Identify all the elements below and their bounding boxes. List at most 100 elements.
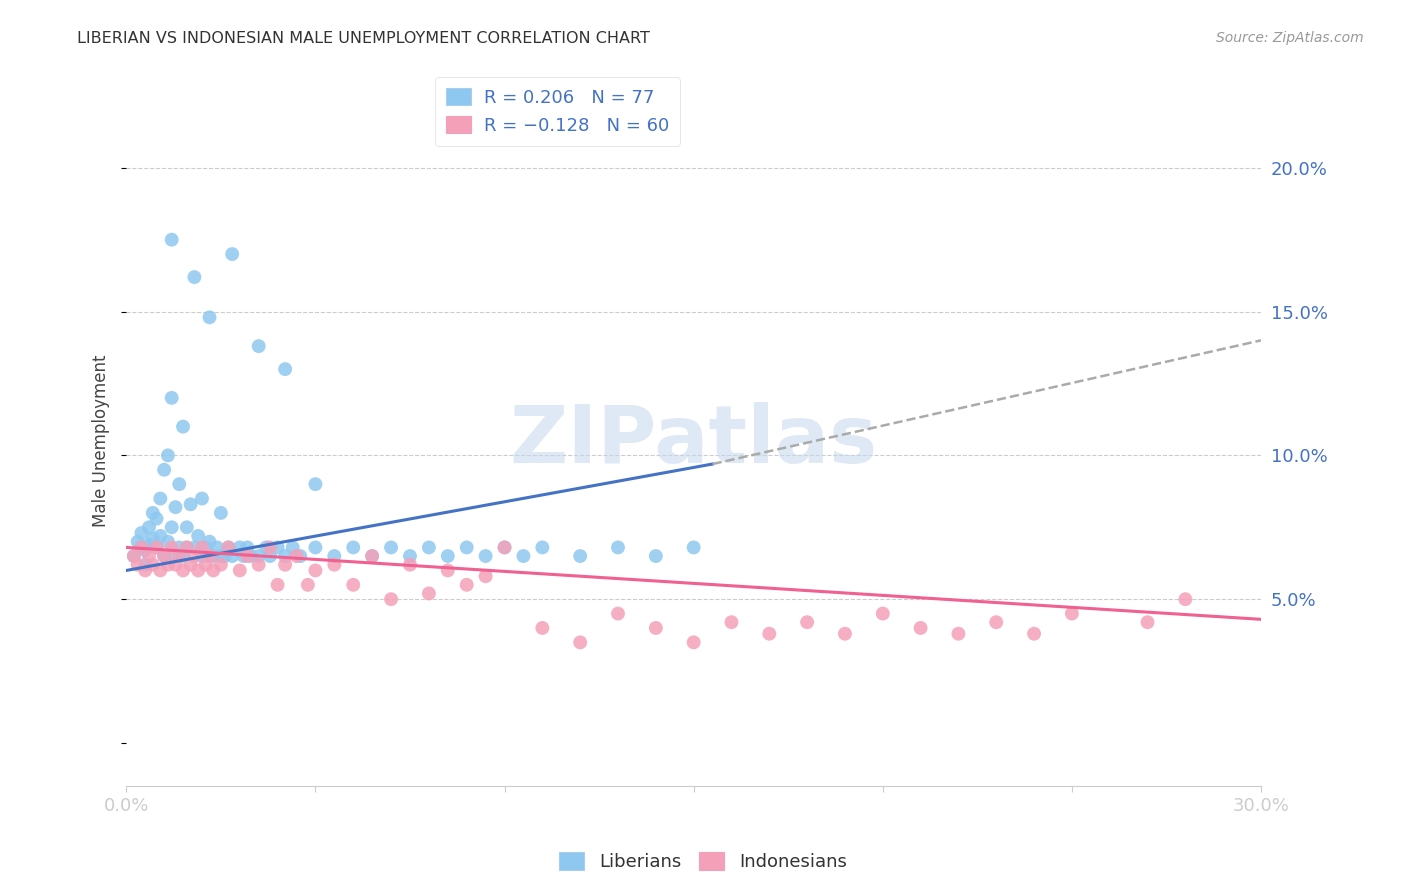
Point — [202, 549, 225, 563]
Point — [361, 549, 384, 563]
Point — [153, 549, 176, 563]
Point — [247, 549, 270, 563]
Point — [194, 541, 217, 555]
Point — [254, 541, 277, 555]
Point — [758, 626, 780, 640]
Point — [202, 564, 225, 578]
Point — [221, 247, 243, 261]
Point — [187, 564, 209, 578]
Text: LIBERIAN VS INDONESIAN MALE UNEMPLOYMENT CORRELATION CHART: LIBERIAN VS INDONESIAN MALE UNEMPLOYMENT… — [77, 31, 650, 46]
Point — [167, 477, 190, 491]
Point — [191, 549, 214, 563]
Point — [297, 578, 319, 592]
Point — [720, 615, 742, 630]
Point — [149, 529, 172, 543]
Point — [259, 549, 281, 563]
Point — [1136, 615, 1159, 630]
Point — [156, 558, 179, 572]
Point — [323, 549, 346, 563]
Point — [172, 419, 194, 434]
Point — [156, 534, 179, 549]
Point — [160, 391, 183, 405]
Point — [198, 534, 221, 549]
Point — [149, 564, 172, 578]
Point — [160, 233, 183, 247]
Point — [240, 549, 263, 563]
Point — [138, 549, 160, 563]
Point — [456, 578, 478, 592]
Point — [165, 500, 187, 515]
Point — [142, 558, 165, 572]
Point — [167, 541, 190, 555]
Point — [122, 549, 145, 563]
Point — [191, 541, 214, 555]
Point — [187, 529, 209, 543]
Point — [209, 506, 232, 520]
Point — [323, 558, 346, 572]
Point — [474, 549, 496, 563]
Point — [418, 586, 440, 600]
Point — [138, 537, 160, 551]
Point — [180, 497, 202, 511]
Point — [191, 491, 214, 506]
Point — [183, 541, 205, 555]
Point — [644, 549, 666, 563]
Point — [209, 549, 232, 563]
Point — [274, 362, 297, 376]
Point — [134, 564, 156, 578]
Point — [205, 541, 228, 555]
Point — [1022, 626, 1045, 640]
Point — [266, 541, 288, 555]
Point — [156, 449, 179, 463]
Point — [380, 541, 402, 555]
Point — [145, 541, 167, 555]
Point — [229, 541, 252, 555]
Point — [266, 578, 288, 592]
Point — [236, 541, 259, 555]
Point — [531, 621, 554, 635]
Point — [418, 541, 440, 555]
Point — [456, 541, 478, 555]
Point — [160, 541, 183, 555]
Point — [229, 564, 252, 578]
Point — [247, 558, 270, 572]
Point — [134, 543, 156, 558]
Point — [1174, 592, 1197, 607]
Point — [209, 558, 232, 572]
Point — [474, 569, 496, 583]
Point — [198, 310, 221, 325]
Point — [274, 558, 297, 572]
Point — [342, 578, 364, 592]
Point — [127, 558, 149, 572]
Point — [127, 534, 149, 549]
Point — [183, 270, 205, 285]
Point — [214, 549, 236, 563]
Point — [380, 592, 402, 607]
Point — [436, 564, 458, 578]
Point — [176, 541, 198, 555]
Point — [160, 520, 183, 534]
Point — [304, 564, 326, 578]
Point — [236, 549, 259, 563]
Point — [531, 541, 554, 555]
Point — [198, 549, 221, 563]
Point — [172, 549, 194, 563]
Point — [872, 607, 894, 621]
Point — [122, 549, 145, 563]
Point — [167, 549, 190, 563]
Point — [259, 541, 281, 555]
Legend: Liberians, Indonesians: Liberians, Indonesians — [553, 846, 853, 879]
Legend: R = 0.206   N = 77, R = −0.128   N = 60: R = 0.206 N = 77, R = −0.128 N = 60 — [434, 78, 681, 145]
Point — [512, 549, 534, 563]
Text: Source: ZipAtlas.com: Source: ZipAtlas.com — [1216, 31, 1364, 45]
Point — [142, 506, 165, 520]
Point — [131, 541, 153, 555]
Point — [285, 549, 308, 563]
Point — [172, 564, 194, 578]
Point — [217, 541, 239, 555]
Point — [138, 520, 160, 534]
Point — [1060, 607, 1083, 621]
Point — [221, 549, 243, 563]
Point — [145, 541, 167, 555]
Point — [796, 615, 818, 630]
